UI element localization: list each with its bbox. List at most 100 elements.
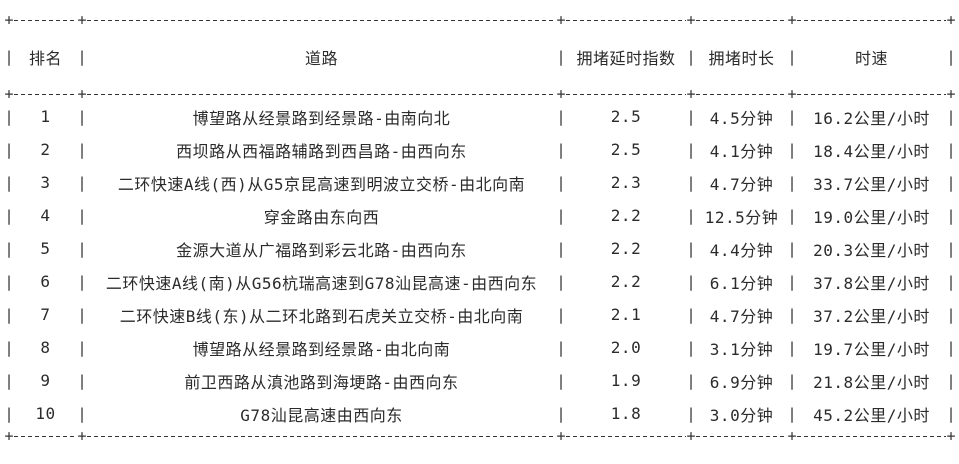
- border-junction: [686, 430, 696, 442]
- table-row: 3 二环快速A线(西)从G5京昆高速到明波立交桥-由北向南 2.3 4.7分钟 …: [4, 166, 956, 199]
- cell-duration: 6.1分钟: [709, 273, 774, 293]
- cell-separator: [4, 26, 14, 88]
- table-row: 8 博望路从经景路到经景路-由北向南 2.0 3.1分钟 19.7公里/小时: [4, 331, 956, 364]
- cell-delay-index: 2.1: [610, 305, 642, 324]
- column-header-rank: 排名: [28, 49, 62, 68]
- table-row: 4 穿金路由东向西 2.2 12.5分钟 19.0公里/小时: [4, 199, 956, 232]
- cell-separator: [556, 133, 566, 166]
- border-dash-segment: [566, 430, 686, 442]
- cell-separator: [77, 298, 87, 331]
- cell-separator: [787, 364, 797, 397]
- cell-rank: 10: [35, 404, 56, 423]
- cell-separator: [686, 331, 696, 364]
- cell-separator: [787, 265, 797, 298]
- table-row: 9 前卫西路从滇池路到海埂路-由西向东 1.9 6.9分钟 21.8公里/小时: [4, 364, 956, 397]
- cell-delay-index: 2.2: [610, 272, 642, 291]
- cell-duration: 4.1分钟: [709, 141, 774, 161]
- cell-separator: [946, 100, 956, 133]
- cell-delay-index: 2.0: [610, 338, 642, 357]
- cell-duration: 4.7分钟: [709, 306, 774, 326]
- cell-separator: [686, 298, 696, 331]
- cell-speed: 37.8公里/小时: [813, 273, 930, 293]
- cell-separator: [787, 397, 797, 430]
- table-border-top: [4, 14, 956, 26]
- border-junction: [787, 14, 797, 26]
- congestion-ranking-table: 排名 道路 拥堵延时指数 拥堵时长 时速 1 博望路从经景路到经景路-由南向北 …: [0, 0, 956, 442]
- dashed-line: [566, 93, 686, 95]
- cell-duration: 3.0分钟: [709, 405, 774, 425]
- border-dash-segment: [566, 88, 686, 100]
- table-body: 1 博望路从经景路到经景路-由南向北 2.5 4.5分钟 16.2公里/小时 2…: [4, 100, 956, 430]
- table-row: 6 二环快速A线(南)从G56杭瑞高速到G78汕昆高速-由西向东 2.2 6.1…: [4, 265, 956, 298]
- cell-rank: 1: [40, 107, 51, 126]
- cell-separator: [686, 265, 696, 298]
- column-header-road: 道路: [304, 49, 338, 68]
- cell-speed: 16.2公里/小时: [813, 108, 930, 128]
- cell-rank: 2: [40, 140, 51, 159]
- cell-separator: [946, 265, 956, 298]
- cell-separator: [77, 265, 87, 298]
- cell-speed: 45.2公里/小时: [813, 405, 930, 425]
- cell-separator: [556, 166, 566, 199]
- cell-separator: [686, 199, 696, 232]
- cell-separator: [787, 331, 797, 364]
- dashed-line: [14, 19, 77, 21]
- cell-road: 二环快速A线(南)从G56杭瑞高速到G78汕昆高速-由西向东: [105, 273, 538, 293]
- cell-separator: [787, 199, 797, 232]
- dashed-line: [696, 93, 787, 95]
- cell-separator: [556, 265, 566, 298]
- cell-separator: [77, 100, 87, 133]
- border-dash-segment: [797, 88, 946, 100]
- cell-separator: [4, 199, 14, 232]
- column-header-duration: 拥堵时长: [708, 49, 775, 68]
- border-junction: [556, 430, 566, 442]
- cell-rank: 5: [40, 239, 51, 258]
- border-junction: [77, 430, 87, 442]
- cell-separator: [787, 298, 797, 331]
- table-header-row: 排名 道路 拥堵延时指数 拥堵时长 时速: [4, 26, 956, 88]
- cell-separator: [686, 166, 696, 199]
- cell-separator: [556, 364, 566, 397]
- cell-separator: [787, 133, 797, 166]
- table-row: 7 二环快速B线(东)从二环北路到石虎关立交桥-由北向南 2.1 4.7分钟 3…: [4, 298, 956, 331]
- border-junction: [556, 14, 566, 26]
- cell-separator: [556, 232, 566, 265]
- cell-separator: [946, 331, 956, 364]
- table-row: 5 金源大道从广福路到彩云北路-由西向东 2.2 4.4分钟 20.3公里/小时: [4, 232, 956, 265]
- column-header-speed: 时速: [854, 49, 888, 68]
- border-dash-segment: [14, 14, 77, 26]
- border-junction: [77, 14, 87, 26]
- cell-separator: [4, 232, 14, 265]
- border-junction: [946, 430, 956, 442]
- cell-separator: [77, 166, 87, 199]
- dashed-line: [566, 19, 686, 21]
- cell-separator: [686, 100, 696, 133]
- border-junction: [946, 88, 956, 100]
- cell-separator: [4, 100, 14, 133]
- dashed-line: [797, 19, 946, 21]
- table-row: 1 博望路从经景路到经景路-由南向北 2.5 4.5分钟 16.2公里/小时: [4, 100, 956, 133]
- cell-separator: [946, 232, 956, 265]
- cell-separator: [787, 100, 797, 133]
- border-junction: [787, 88, 797, 100]
- border-dash-segment: [696, 88, 787, 100]
- cell-separator: [77, 26, 87, 88]
- cell-separator: [77, 232, 87, 265]
- cell-speed: 37.2公里/小时: [813, 306, 930, 326]
- cell-separator: [4, 331, 14, 364]
- cell-rank: 9: [40, 371, 51, 390]
- cell-road: 博望路从经景路到经景路-由南向北: [192, 108, 451, 128]
- border-dash-segment: [696, 14, 787, 26]
- cell-separator: [556, 100, 566, 133]
- dashed-line: [14, 435, 77, 437]
- cell-separator: [946, 166, 956, 199]
- cell-road: 穿金路由东向西: [263, 207, 380, 227]
- cell-separator: [77, 133, 87, 166]
- cell-separator: [946, 397, 956, 430]
- cell-road: 二环快速A线(西)从G5京昆高速到明波立交桥-由北向南: [117, 174, 526, 194]
- cell-duration: 3.1分钟: [709, 339, 774, 359]
- table-row: 2 西坝路从西福路辅路到西昌路-由西向东 2.5 4.1分钟 18.4公里/小时: [4, 133, 956, 166]
- dashed-line: [87, 435, 556, 437]
- cell-delay-index: 2.2: [610, 239, 642, 258]
- cell-rank: 4: [40, 206, 51, 225]
